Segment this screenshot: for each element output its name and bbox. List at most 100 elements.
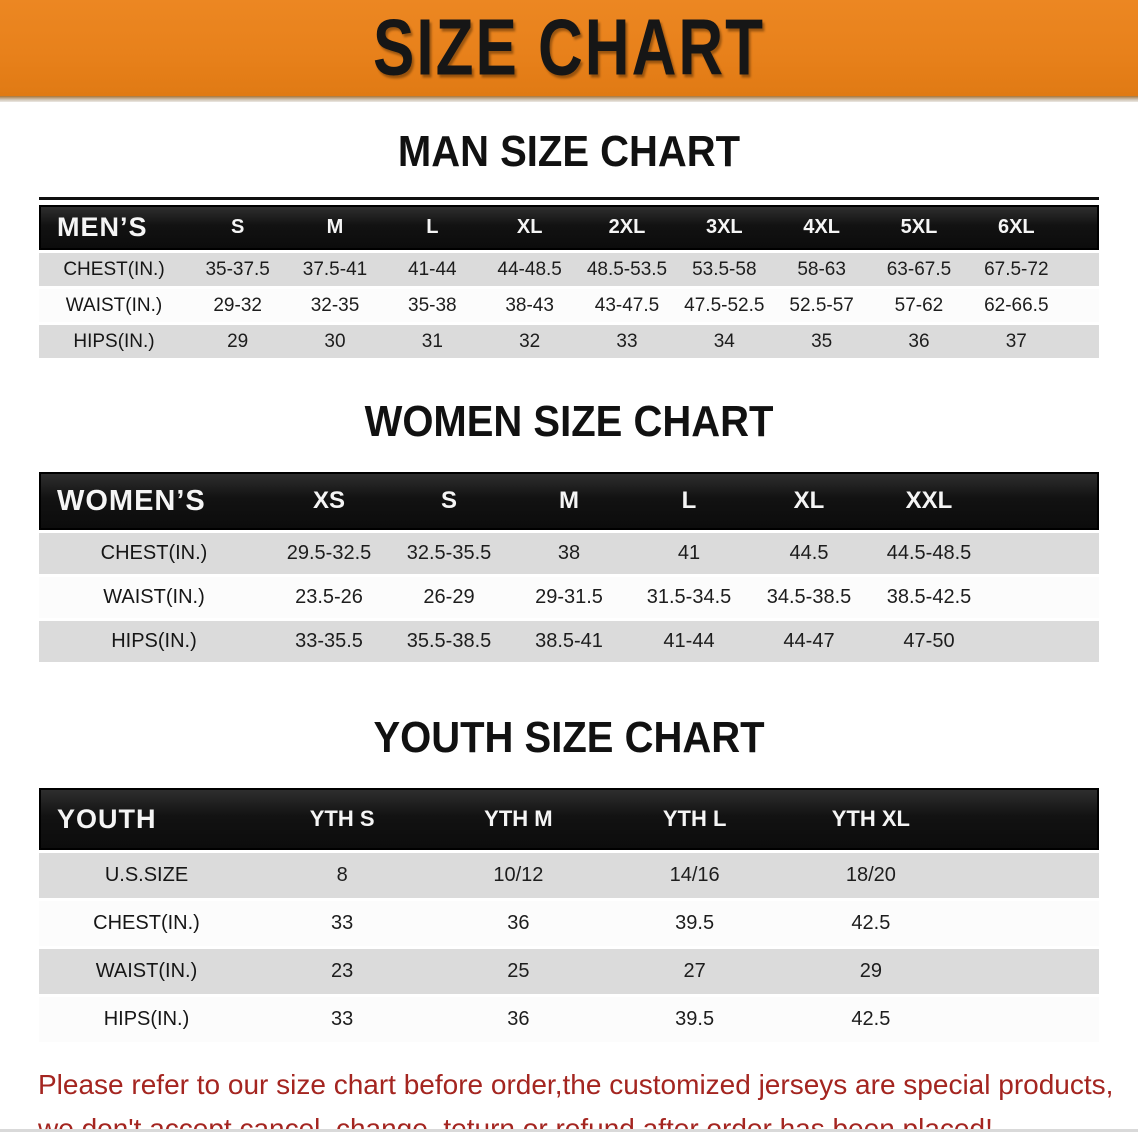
- row-label-cell: WAIST(IN.): [39, 289, 189, 322]
- data-cell: 33: [254, 901, 431, 946]
- table-header-row: YOUTH YTH S YTH M YTH L YTH XL: [39, 788, 1099, 850]
- size-column-header: YTH XL: [782, 788, 959, 850]
- data-cell: 8: [254, 853, 431, 898]
- data-cell: 37: [967, 325, 1065, 358]
- size-column-header: S: [389, 472, 509, 530]
- section-youth: YOUTH SIZE CHART YOUTH YTH S YTH M YTH L YTH…: [0, 713, 1138, 1045]
- size-column-header: S: [189, 205, 287, 250]
- size-column-header: XL: [749, 472, 869, 530]
- row-spacer-cell: [1065, 289, 1099, 322]
- data-cell: 35-38: [383, 289, 481, 322]
- data-cell: 47-50: [869, 621, 989, 662]
- data-cell: 27: [606, 949, 783, 994]
- data-cell: 35: [772, 325, 871, 358]
- size-column-header: 5XL: [870, 205, 968, 250]
- data-cell: 43-47.5: [578, 289, 676, 322]
- table-row: HIPS(IN.) 29 30 31 32 33 34 35 36 37: [39, 325, 1099, 358]
- size-column-header: YTH L: [606, 788, 783, 850]
- data-cell: 26-29: [389, 577, 509, 618]
- youth-section-heading: YOUTH SIZE CHART: [373, 714, 765, 762]
- data-cell: 35.5-38.5: [389, 621, 509, 662]
- table-name-cell: YOUTH: [39, 788, 254, 850]
- table-header-row: MEN’S S M L XL 2XL 3XL 4XL 5XL 6XL: [39, 205, 1099, 250]
- table-name-cell: WOMEN’S: [39, 472, 269, 530]
- size-column-header: YTH S: [254, 788, 431, 850]
- data-cell: 44-47: [749, 621, 869, 662]
- data-cell: 36: [430, 997, 607, 1042]
- table-name-cell: MEN’S: [39, 205, 189, 250]
- row-label-cell: HIPS(IN.): [39, 325, 189, 358]
- data-cell: 36: [870, 325, 968, 358]
- data-cell: 42.5: [782, 901, 959, 946]
- row-spacer-cell: [989, 577, 1099, 618]
- disclaimer-line-2: we don't accept cancel, change, teturn o…: [38, 1113, 993, 1132]
- row-label-cell: CHEST(IN.): [39, 901, 254, 946]
- table-row: U.S.SIZE 8 10/12 14/16 18/20: [39, 853, 1099, 898]
- data-cell: 38.5-41: [509, 621, 629, 662]
- youth-size-table: YOUTH YTH S YTH M YTH L YTH XL U.S.SIZE 8 10/12…: [39, 785, 1099, 1045]
- data-cell: 44.5-48.5: [869, 533, 989, 574]
- table-row: CHEST(IN.) 33 36 39.5 42.5: [39, 901, 1099, 946]
- data-cell: 33: [578, 325, 676, 358]
- data-cell: 33: [254, 997, 431, 1042]
- data-cell: 44.5: [749, 533, 869, 574]
- data-cell: 23: [254, 949, 431, 994]
- size-column-header: L: [629, 472, 749, 530]
- row-label-cell: CHEST(IN.): [39, 253, 189, 286]
- row-spacer-cell: [959, 949, 1099, 994]
- data-cell: 29-32: [189, 289, 287, 322]
- table-row: HIPS(IN.) 33-35.5 35.5-38.5 38.5-41 41-44 44-…: [39, 621, 1099, 662]
- table-header-row: WOMEN’S XS S M L XL XXL: [39, 472, 1099, 530]
- data-cell: 31.5-34.5: [629, 577, 749, 618]
- data-cell: 34.5-38.5: [749, 577, 869, 618]
- table-row: WAIST(IN.) 23.5-26 26-29 29-31.5 31.5-34.5 34…: [39, 577, 1099, 618]
- table-row: HIPS(IN.) 33 36 39.5 42.5: [39, 997, 1099, 1042]
- data-cell: 29-31.5: [509, 577, 629, 618]
- disclaimer-line-1: Please refer to our size chart before or…: [38, 1069, 1114, 1100]
- data-cell: 18/20: [782, 853, 959, 898]
- size-column-header: 2XL: [578, 205, 676, 250]
- data-cell: 25: [430, 949, 607, 994]
- row-spacer-cell: [1065, 325, 1099, 358]
- size-column-header: 3XL: [675, 205, 773, 250]
- row-spacer-cell: [989, 621, 1099, 662]
- banner-bottom-edge: [0, 96, 1138, 102]
- men-section-heading: MAN SIZE CHART: [397, 128, 741, 176]
- table-row: CHEST(IN.) 35-37.5 37.5-41 41-44 44-48.5 48.5…: [39, 253, 1099, 286]
- table-row: WAIST(IN.) 29-32 32-35 35-38 38-43 43-47.5 47.…: [39, 289, 1099, 322]
- women-size-table: WOMEN’S XS S M L XL XXL CHEST(IN.) 29.5-32.5 32.5…: [39, 469, 1099, 665]
- data-cell: 39.5: [606, 901, 783, 946]
- men-table-top-border: [39, 197, 1099, 200]
- row-label-cell: U.S.SIZE: [39, 853, 254, 898]
- row-spacer-cell: [989, 533, 1099, 574]
- data-cell: 37.5-41: [286, 253, 384, 286]
- row-spacer-cell: [959, 901, 1099, 946]
- banner: SIZE CHART: [0, 0, 1138, 96]
- data-cell: 10/12: [430, 853, 607, 898]
- data-cell: 36: [430, 901, 607, 946]
- data-cell: 58-63: [772, 253, 871, 286]
- size-column-header: YTH M: [430, 788, 607, 850]
- data-cell: 38.5-42.5: [869, 577, 989, 618]
- row-label-cell: WAIST(IN.): [39, 949, 254, 994]
- size-column-header: L: [383, 205, 481, 250]
- data-cell: 14/16: [606, 853, 783, 898]
- data-cell: 34: [675, 325, 773, 358]
- data-cell: 39.5: [606, 997, 783, 1042]
- disclaimer: Please refer to our size chart before or…: [38, 1063, 1114, 1132]
- data-cell: 38: [509, 533, 629, 574]
- data-cell: 35-37.5: [189, 253, 287, 286]
- header-spacer-cell: [959, 788, 1099, 850]
- data-cell: 48.5-53.5: [578, 253, 676, 286]
- section-men: MAN SIZE CHART MEN’S S M L XL 2XL 3XL 4XL 5XL 6XL…: [0, 127, 1138, 361]
- data-cell: 30: [286, 325, 384, 358]
- size-column-header: XS: [269, 472, 389, 530]
- data-cell: 53.5-58: [675, 253, 773, 286]
- size-column-header: M: [509, 472, 629, 530]
- size-column-header: XXL: [869, 472, 989, 530]
- women-section-heading: WOMEN SIZE CHART: [364, 398, 774, 446]
- size-column-header: XL: [480, 205, 579, 250]
- banner-title: SIZE CHART: [373, 3, 765, 93]
- data-cell: 67.5-72: [967, 253, 1065, 286]
